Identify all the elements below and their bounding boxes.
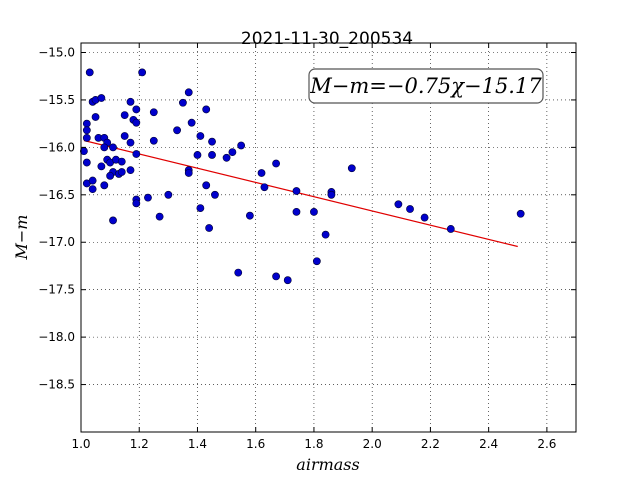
- data-point: [126, 97, 135, 106]
- data-point: [97, 94, 106, 102]
- data-point: [155, 212, 164, 221]
- data-point: [272, 272, 280, 281]
- fit-line-layer: [83, 139, 518, 248]
- y-tick-label: −16.5: [38, 188, 75, 202]
- data-point: [202, 105, 211, 114]
- data-point: [132, 105, 141, 114]
- data-point: [126, 166, 135, 175]
- data-point: [228, 148, 237, 157]
- data-point: [82, 133, 91, 142]
- data-point: [184, 88, 193, 97]
- data-point: [91, 113, 100, 121]
- data-point: [82, 158, 91, 167]
- x-tick-label: 2.2: [421, 437, 440, 451]
- data-point: [292, 207, 301, 216]
- data-point: [88, 185, 97, 194]
- data-point: [196, 204, 205, 212]
- chart-title: 2021-11-30_200534: [241, 29, 413, 49]
- y-tick-label: −18.5: [38, 378, 75, 392]
- x-tick-label: 1.4: [188, 437, 207, 451]
- data-point: [149, 108, 158, 117]
- data-point: [245, 211, 254, 220]
- data-point: [132, 118, 141, 127]
- data-point: [196, 132, 205, 140]
- data-point: [126, 138, 135, 147]
- x-tick-label: 2.0: [363, 437, 382, 451]
- data-point: [222, 153, 231, 162]
- data-point: [138, 68, 147, 77]
- data-point: [237, 141, 246, 150]
- data-point: [208, 137, 216, 146]
- data-point: [211, 190, 219, 199]
- y-tick-label: −15.5: [38, 93, 75, 107]
- y-tick-label: −16.0: [38, 140, 75, 154]
- data-point: [272, 159, 280, 168]
- y-axis-label: M−m: [12, 215, 31, 261]
- data-point: [85, 68, 94, 77]
- plot-frame: [80, 42, 577, 433]
- data-point: [312, 257, 321, 266]
- data-point: [347, 164, 356, 173]
- data-point: [260, 183, 269, 192]
- data-point: [193, 151, 202, 159]
- x-tick-label: 1.8: [304, 437, 323, 451]
- data-point: [106, 171, 115, 180]
- x-axis-ticks: 1.0 1.2 1.4 1.6 1.8 2.0 2.2 2.4 2.6: [71, 43, 556, 451]
- data-point: [184, 169, 193, 177]
- data-point: [173, 126, 181, 135]
- x-tick-label: 1.6: [246, 437, 265, 451]
- x-tick-label: 2.6: [537, 437, 556, 451]
- data-point: [88, 176, 97, 185]
- data-point: [420, 213, 429, 222]
- data-point: [132, 150, 141, 158]
- data-point: [117, 157, 126, 166]
- data-point: [120, 111, 129, 120]
- y-axis-ticks: −15.0 −15.5 −16.0 −16.5 −17.0 −17.5 −18.0 −18.5: [38, 45, 576, 392]
- data-point: [208, 151, 216, 159]
- x-tick-label: 1.2: [130, 437, 149, 451]
- data-point: [394, 200, 403, 209]
- equation-box: M−m=−0.75χ−15.17: [308, 68, 544, 104]
- data-point: [310, 207, 318, 216]
- data-point: [187, 118, 196, 127]
- y-tick-label: −17.5: [38, 283, 75, 297]
- data-point: [283, 276, 292, 285]
- data-point: [100, 181, 109, 190]
- data-point: [149, 136, 158, 145]
- data-point: [132, 199, 141, 208]
- equation-text: M−m=−0.75χ−15.17: [309, 74, 542, 98]
- data-point: [120, 132, 129, 140]
- data-point: [100, 143, 109, 152]
- data-point: [164, 190, 173, 199]
- data-point: [292, 187, 301, 195]
- data-point: [179, 98, 187, 107]
- data-point: [109, 216, 117, 225]
- data-point: [321, 230, 330, 239]
- fit-line: [83, 139, 518, 248]
- data-point: [144, 193, 152, 202]
- y-tick-label: −17.0: [38, 235, 75, 249]
- data-points: [80, 68, 525, 285]
- data-point: [234, 268, 243, 277]
- data-point: [446, 225, 455, 233]
- data-point: [406, 205, 414, 213]
- x-axis-label: airmass: [296, 455, 359, 474]
- x-tick-label: 1.0: [71, 437, 90, 451]
- data-point: [516, 209, 525, 218]
- x-tick-label: 2.4: [479, 437, 498, 451]
- data-point: [109, 143, 117, 152]
- data-point: [82, 126, 91, 135]
- data-point: [257, 169, 266, 177]
- data-point: [327, 190, 336, 199]
- data-point: [117, 168, 126, 176]
- data-point: [202, 181, 211, 190]
- data-point: [82, 119, 91, 128]
- data-point: [97, 162, 106, 171]
- data-point: [205, 224, 214, 232]
- y-tick-label: −18.0: [38, 330, 75, 344]
- y-tick-label: −15.0: [38, 45, 75, 59]
